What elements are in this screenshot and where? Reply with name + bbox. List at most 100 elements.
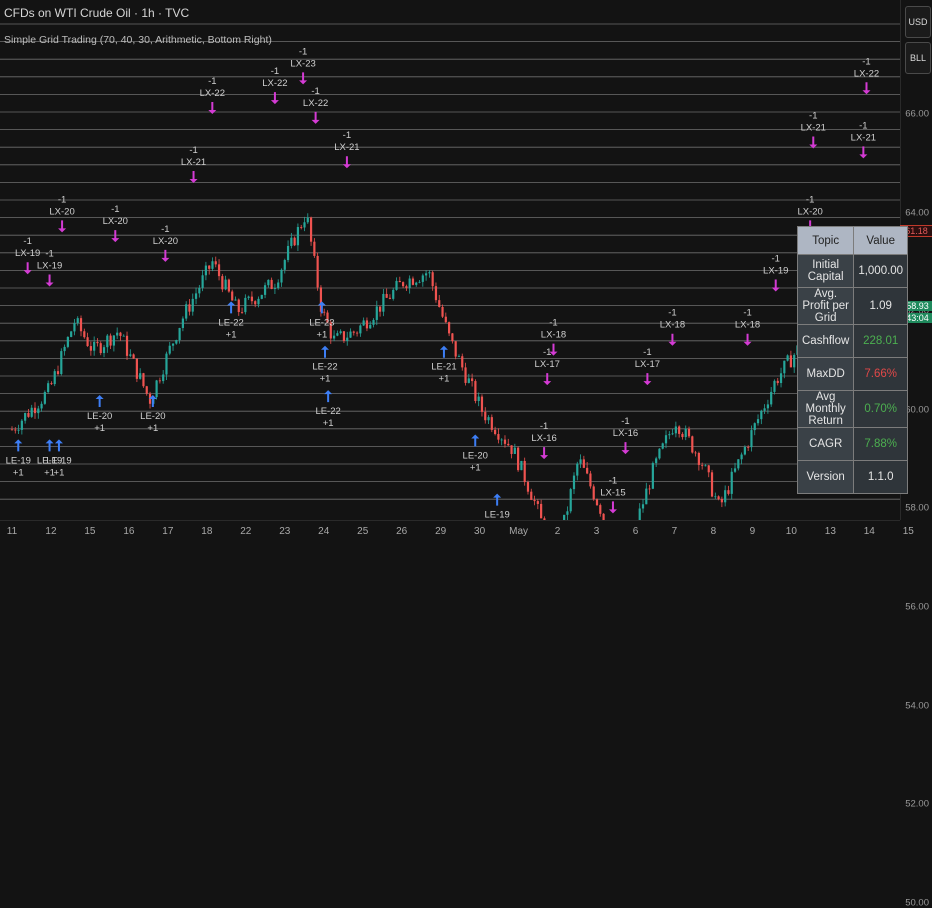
candle-body xyxy=(658,448,661,459)
exit-arrow-icon xyxy=(189,171,198,184)
candle-body xyxy=(211,261,214,269)
grid-level-lines xyxy=(0,23,900,500)
candle-body xyxy=(369,324,372,329)
chart-title: CFDs on WTI Crude Oil · 1h · TVC xyxy=(4,6,190,20)
entry-signal-label: LE-19 xyxy=(484,510,509,520)
time-tick-label: 17 xyxy=(162,526,174,537)
exit-qty-label: -1 xyxy=(859,120,867,131)
exit-arrow-icon xyxy=(859,146,868,159)
candle-body xyxy=(572,475,576,490)
candle-body xyxy=(687,428,691,437)
entry-signal-label: LE-22 xyxy=(312,362,337,373)
entry-arrow-icon xyxy=(317,301,326,314)
candle-body xyxy=(510,445,513,454)
table-cell-value: 0.70% xyxy=(853,390,909,428)
table-cell-value: 228.01 xyxy=(853,324,909,358)
candle-body xyxy=(355,332,359,334)
candle-body xyxy=(513,447,516,454)
candle-body xyxy=(684,428,687,438)
candle-body xyxy=(773,380,776,392)
table-cell-value: 7.66% xyxy=(853,357,909,391)
candle-body xyxy=(691,436,694,453)
candle-body xyxy=(155,380,158,398)
exit-arrow-icon xyxy=(23,262,32,275)
candle-body xyxy=(165,353,168,375)
candle-body xyxy=(566,511,569,515)
table-row: CAGR 7.88% xyxy=(796,427,909,461)
table-cell-topic: Avg. Profit per Grid xyxy=(796,287,855,325)
exit-signal-label: LX-20 xyxy=(153,236,178,247)
time-tick-label: 6 xyxy=(632,526,639,537)
exit-arrow-icon xyxy=(743,333,752,346)
candle-body xyxy=(382,293,385,312)
candle-body xyxy=(372,319,375,325)
unit-badge[interactable]: BLL xyxy=(905,42,931,74)
candle-body xyxy=(20,420,23,430)
candle-body xyxy=(162,374,165,382)
exit-arrow-icon xyxy=(543,373,552,386)
exit-qty-label: -1 xyxy=(806,194,814,205)
entry-qty-label: +1 xyxy=(147,423,158,434)
indicator-legend[interactable]: Simple Grid Trading (70, 40, 30, Arithme… xyxy=(4,34,272,46)
exit-arrow-icon xyxy=(608,501,617,514)
candle-body xyxy=(221,276,224,290)
candle-body xyxy=(224,279,227,290)
candle-body xyxy=(129,354,132,356)
candle-body xyxy=(66,336,69,347)
candle-body xyxy=(53,371,56,385)
candle-body xyxy=(474,381,477,402)
candle-body xyxy=(408,278,411,289)
candle-body xyxy=(316,255,319,288)
exit-signal-label: LX-21 xyxy=(334,142,359,153)
time-tick-label: 2 xyxy=(554,526,561,537)
table-cell-topic: Initial Capital xyxy=(796,254,855,288)
candle-body xyxy=(270,279,273,289)
candle-body xyxy=(17,429,20,431)
exit-qty-label: -1 xyxy=(643,347,651,358)
candle-body xyxy=(145,386,148,394)
exit-qty-label: -1 xyxy=(771,253,779,264)
candle-body xyxy=(158,380,161,382)
candle-body xyxy=(132,354,135,359)
exit-arrow-icon xyxy=(549,343,558,356)
candle-body xyxy=(313,241,316,256)
candle-body xyxy=(260,294,263,299)
candle-body xyxy=(14,429,17,431)
table-cell-topic: MaxDD xyxy=(796,357,855,391)
exit-arrow-icon xyxy=(643,373,652,386)
candle-body xyxy=(434,286,438,301)
candlestick-series xyxy=(10,213,900,520)
currency-badge[interactable]: USD xyxy=(905,6,931,38)
candle-body xyxy=(543,518,546,520)
exit-arrow-icon xyxy=(311,111,320,124)
candle-body xyxy=(753,423,756,431)
candle-body xyxy=(638,508,641,520)
candle-body xyxy=(237,299,240,313)
time-axis[interactable]: 11 12 15 16 17 18 22 23 24 25 26 29 30 May 2 3 6 7 8 9 10 13 1… xyxy=(0,520,914,551)
price-chart[interactable]: -1LX-19-1LX-20-1LX-19-1LX-20-1LX-20-1LX-… xyxy=(0,0,900,520)
time-tick-label: 14 xyxy=(863,526,875,537)
candle-body xyxy=(783,360,786,374)
candle-body xyxy=(740,454,743,460)
exit-arrow-icon xyxy=(540,447,549,460)
candle-body xyxy=(760,410,763,420)
candle-body xyxy=(641,504,645,509)
candle-body xyxy=(122,335,125,337)
entry-signal-label: LE-19 xyxy=(46,455,71,466)
entry-arrow-icon xyxy=(95,395,104,408)
exit-qty-label: -1 xyxy=(809,111,817,122)
candle-body xyxy=(536,501,539,504)
candle-body xyxy=(309,217,313,242)
entry-qty-label: +1 xyxy=(54,467,65,478)
candle-body xyxy=(655,458,658,464)
entry-signal-label: LE-22 xyxy=(315,406,340,417)
exit-qty-label: -1 xyxy=(743,308,751,319)
exit-signal-label: LX-21 xyxy=(801,123,826,134)
time-tick-label: 7 xyxy=(671,526,678,537)
entry-arrow-icon xyxy=(324,390,333,403)
candle-body xyxy=(263,285,267,295)
candle-body xyxy=(27,412,30,417)
table-row: Initial Capital 1,000.00 xyxy=(796,254,909,288)
candle-body xyxy=(595,499,599,506)
candle-body xyxy=(467,378,470,383)
